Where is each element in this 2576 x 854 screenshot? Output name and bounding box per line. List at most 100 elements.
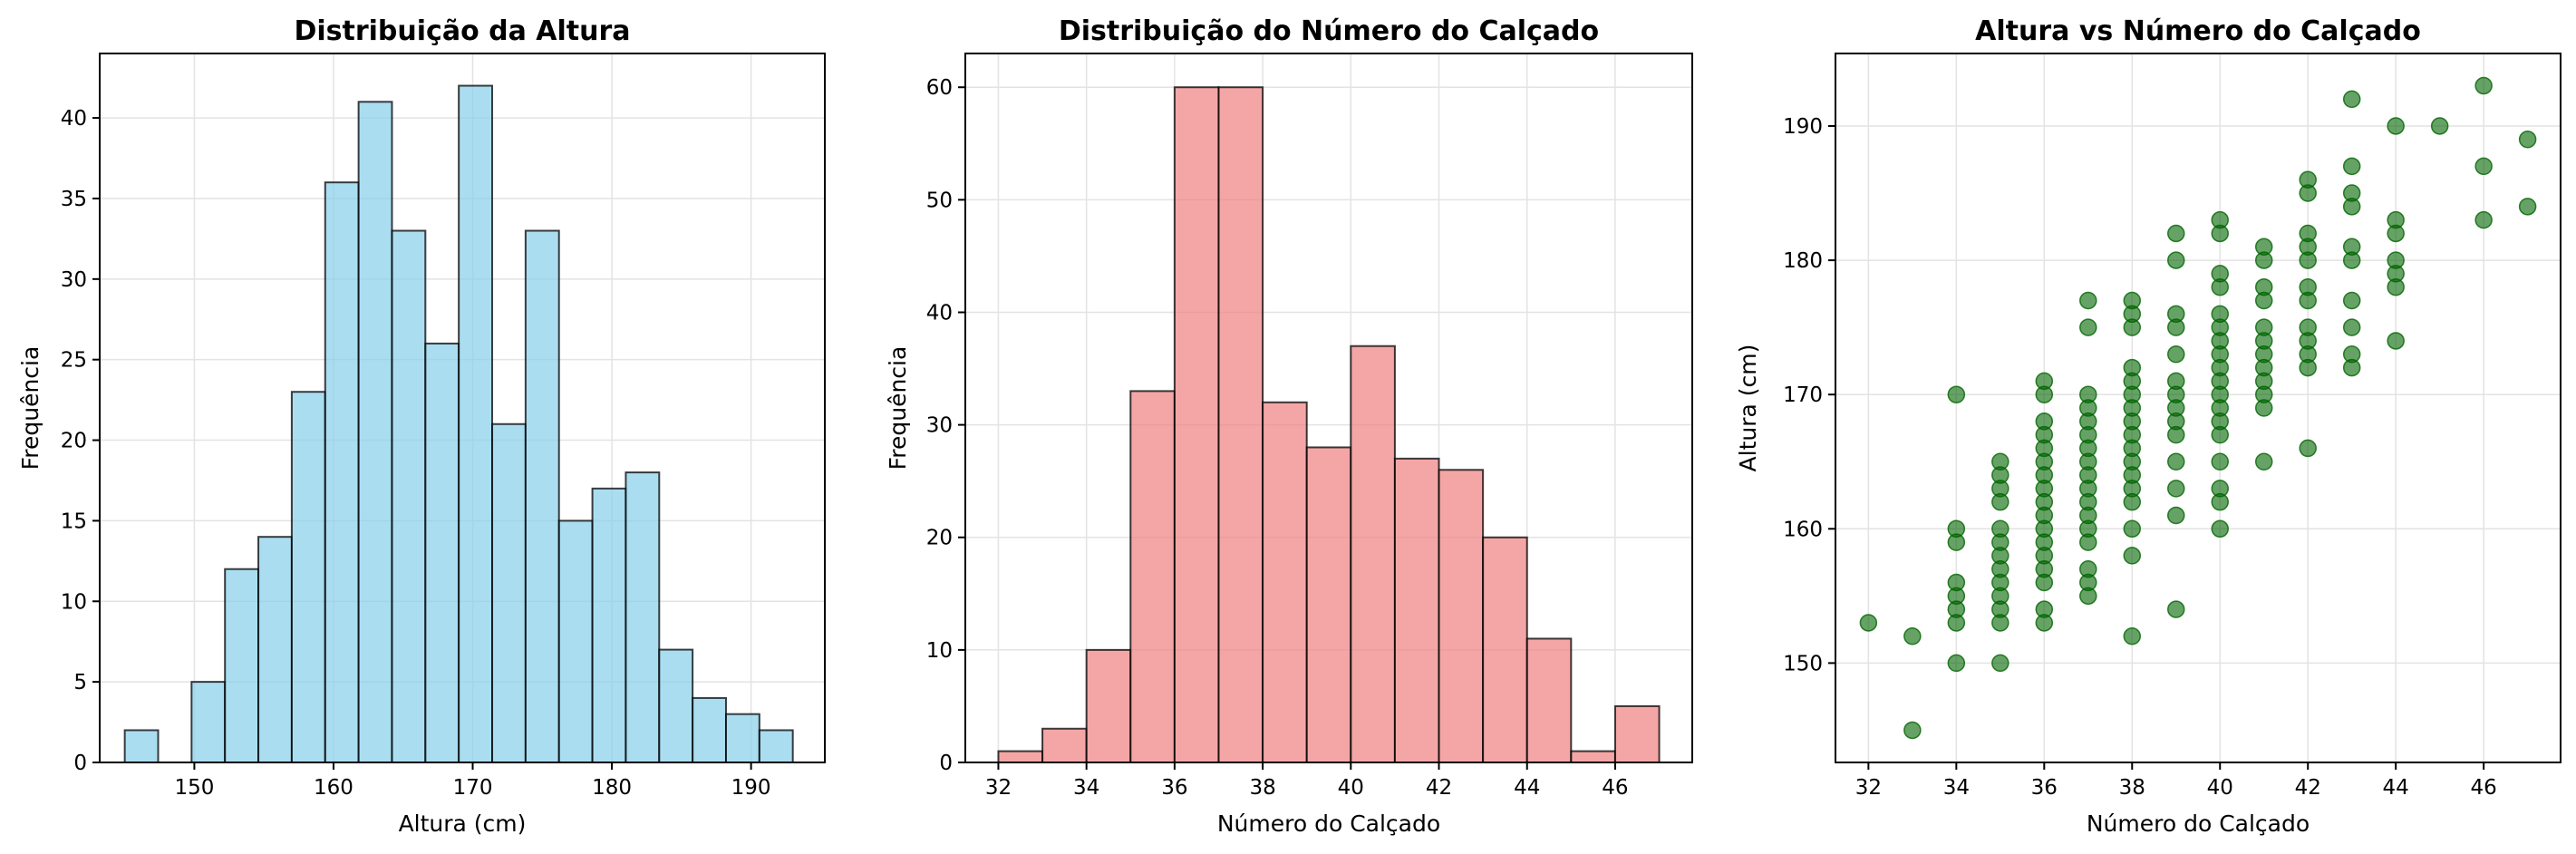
height-vs-shoe-size-scatter-panel: 32 34 36 38 40 42 44 46 150 160 170 180 190 Altura v… [1735,15,2561,837]
x-tick-label: 32 [985,776,1012,800]
x-tick-label: 44 [1514,776,1540,800]
scatter-point [2079,533,2097,551]
scatter-point [2123,547,2142,565]
scatter-point [2167,480,2185,498]
scatter-point [2342,358,2361,377]
scatter-point [1947,654,1966,673]
scatter-point [2123,492,2142,511]
scatter-point [2035,385,2054,403]
scatter-point [1947,614,1966,632]
histogram-bar [692,696,727,764]
histogram-bar [524,229,560,763]
y-tick-label: 20 [61,430,87,453]
x-axis-label: Altura (cm) [399,810,527,837]
scatter-point [2518,131,2537,149]
scatter-point [2211,492,2229,511]
histogram-bar [997,750,1044,763]
scatter-point [2123,519,2142,539]
scatter-point [2254,251,2273,269]
scatter-point [2123,627,2142,645]
scatter-point [2079,587,2097,606]
plot-area-frame [99,53,826,763]
histogram-bar [557,519,594,764]
x-tick-label: 40 [1338,776,1364,800]
scatter-point [2035,573,2054,592]
scatter-point [2387,224,2405,243]
histogram-bar [1438,469,1485,763]
scatter-point [2211,452,2229,471]
scatter-point [2430,117,2449,135]
histogram-bar [1173,86,1220,763]
scatter-point [1991,654,2009,673]
x-tick-label: 42 [2295,776,2321,800]
histogram-bar [391,229,427,763]
x-tick-label: 190 [731,776,771,800]
histogram-bar [1525,637,1573,764]
scatter-point [2474,210,2493,229]
scatter-point [2079,318,2097,336]
histogram-bar [257,536,293,763]
histogram-bar [1217,86,1264,763]
scatter-point [2211,425,2229,444]
x-axis-label: Número do Calçado [2087,810,2310,837]
y-axis-label: Frequência [17,346,44,471]
x-tick-label: 160 [314,776,353,800]
scatter-point [2167,600,2185,618]
scatter-point [2167,251,2185,269]
x-tick-label: 38 [1249,776,1275,800]
histogram-bar [1305,446,1352,763]
scatter-point [2387,277,2405,296]
x-tick-label: 34 [1073,776,1099,800]
histogram-bar [357,101,393,764]
y-tick-label: 170 [1783,383,1823,407]
scatter-point [2167,425,2185,444]
y-tick-label: 40 [61,107,87,131]
y-tick-label: 0 [73,752,87,775]
histogram-bar [123,729,160,763]
scatter-point [2342,90,2361,109]
x-tick-label: 36 [1161,776,1187,800]
scatter-point [2474,76,2493,95]
histogram-bar [1041,727,1088,763]
scatter-point [2254,452,2273,471]
y-axis-label: Frequência [885,346,911,471]
scatter-point [2518,198,2537,216]
histogram-bar [224,568,260,764]
scatter-point [2299,184,2317,202]
y-axis-label: Altura (cm) [1735,345,1761,472]
y-tick-label: 160 [1783,518,1823,541]
chart-title: Distribuição do Número do Calçado [1059,15,1599,47]
scatter-point [1903,627,1922,645]
scatter-point [2254,399,2273,417]
y-tick-label: 20 [926,527,953,550]
histogram-bar [491,422,527,763]
y-tick-label: 30 [926,414,953,438]
y-tick-label: 40 [926,301,953,325]
histogram-bar [324,181,360,763]
y-tick-label: 10 [926,639,953,663]
y-tick-label: 50 [926,189,953,212]
scatter-point [2167,224,2185,243]
scatter-point [2342,318,2361,336]
x-tick-label: 42 [1426,776,1452,800]
scatter-point [2342,291,2361,310]
histogram-bar [625,471,661,763]
x-tick-label: 34 [1943,776,1970,800]
scatter-point [1903,721,1922,740]
y-tick-label: 30 [61,268,87,292]
x-tick-label: 44 [2383,776,2409,800]
histogram-bar [724,713,760,764]
shoe-size-histogram-panel: 32 34 36 38 40 42 44 46 0 10 20 30 40 50 60 Distribuiç… [885,15,1693,837]
x-tick-label: 38 [2119,776,2145,800]
x-tick-label: 46 [1602,776,1628,800]
histogram-bar [424,342,460,763]
scatter-point [2387,117,2405,135]
height-histogram-panel: 150 160 170 180 190 0 5 10 15 20 25 30 35 40 Distribu… [17,15,826,837]
scatter-point [2387,332,2405,350]
x-tick-label: 32 [1855,776,1882,800]
scatter-point [2342,198,2361,216]
chart-title: Altura vs Número do Calçado [1975,15,2421,47]
scatter-point [2342,157,2361,176]
y-tick-label: 15 [61,509,87,533]
